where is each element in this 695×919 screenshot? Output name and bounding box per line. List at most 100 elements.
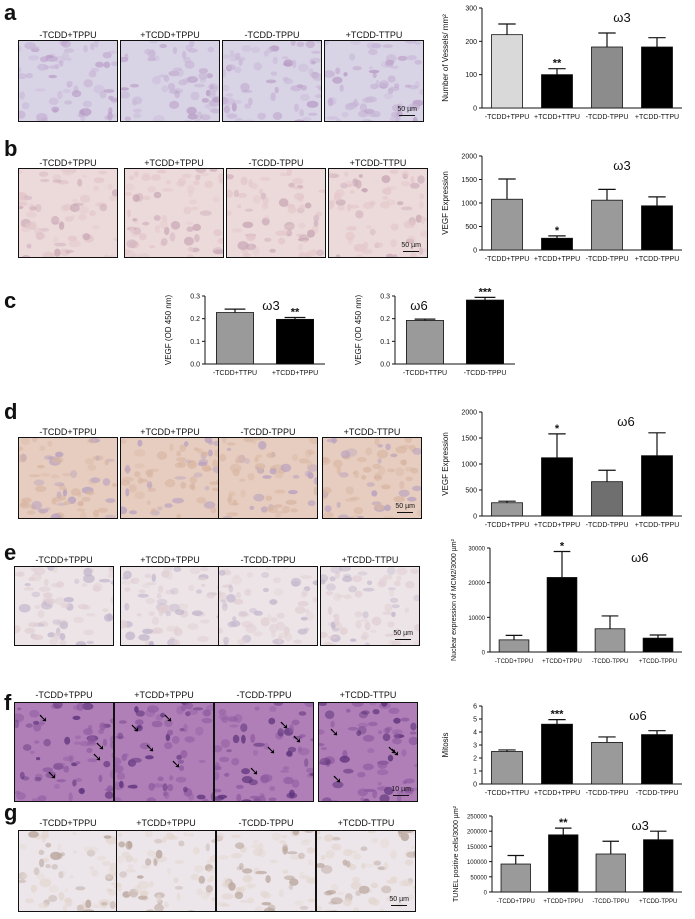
chart-title: ω6 bbox=[410, 298, 427, 313]
micrograph-image: 50 µm bbox=[320, 566, 420, 646]
micrograph-texture bbox=[321, 567, 419, 645]
bar bbox=[541, 237, 573, 251]
y-tick-label: 5 bbox=[473, 717, 477, 724]
micrograph-image bbox=[120, 566, 220, 646]
arrow-marker-icon: ➘ bbox=[390, 745, 400, 759]
y-tick-label: 0.0 bbox=[380, 362, 390, 369]
y-tick-label: 1000 bbox=[461, 201, 477, 208]
micrograph-label: -TCDD+TPPU bbox=[35, 555, 93, 565]
micrograph-image: ➘ ➘ ➘ ➘ 10 µm bbox=[318, 702, 418, 802]
bar bbox=[216, 312, 255, 365]
x-tick-label: -TCDD-TPPU bbox=[586, 256, 629, 263]
micrograph-image bbox=[216, 830, 316, 912]
micrograph-texture bbox=[219, 567, 317, 645]
y-axis-label: Mitosis bbox=[441, 733, 450, 758]
y-tick-label: 0 bbox=[473, 514, 477, 521]
micrograph-label: +TCDD-TTPU bbox=[339, 690, 397, 700]
micrograph-image: ➘ ➘ ➘ ➘ bbox=[14, 702, 114, 802]
micrograph-texture bbox=[217, 831, 315, 911]
micrograph-image: 50 µm bbox=[316, 830, 416, 912]
chart-e-mcm2-expression: 0 10000 20000 30000 Nuclear expression of MC… bbox=[451, 538, 682, 665]
bar bbox=[641, 734, 673, 785]
micrograph-image bbox=[120, 40, 220, 122]
micrograph-label: +TCDD-TTPU bbox=[337, 818, 395, 828]
micrograph-image bbox=[120, 437, 220, 519]
significance-marker: ** bbox=[553, 58, 562, 70]
micrograph-label: +TCDD+TPPU bbox=[140, 427, 200, 437]
micrograph-label: -TCDD-TPPU bbox=[248, 158, 304, 168]
micrograph-label: -TCDD+TPPU bbox=[39, 818, 97, 828]
micrograph-image: ➘ ➘ ➘ ➘ bbox=[114, 702, 214, 802]
y-tick-label: 0.1 bbox=[190, 339, 200, 346]
micrograph-label: +TCDD-TTPU bbox=[349, 158, 407, 168]
y-tick-label: 2 bbox=[473, 756, 477, 763]
y-axis-label: Number of Vessels/ mm² bbox=[441, 14, 450, 102]
y-tick-label: 0 bbox=[473, 782, 477, 789]
micrograph-image bbox=[218, 566, 318, 646]
y-axis-label: VEGF Expression bbox=[441, 432, 450, 496]
micrograph-texture bbox=[317, 831, 415, 911]
x-tick-label: -TCDD+TPPU bbox=[485, 522, 530, 529]
x-tick-label: +TCDD-TPPU bbox=[639, 899, 677, 905]
y-tick-label: 4 bbox=[473, 730, 477, 737]
chart-c-vegf-od-omega6: 0.0 0.1 0.2 0.3 VEGF (OD 450 nm) ω6 -TCDD+TTPU… bbox=[354, 286, 515, 377]
x-tick-label: -TCDD+TPPU bbox=[485, 256, 530, 263]
micrograph-texture bbox=[325, 41, 423, 121]
scale-bar: 50 µm bbox=[397, 106, 417, 116]
bar bbox=[466, 299, 505, 365]
micrograph-texture bbox=[329, 169, 427, 257]
micrograph-texture bbox=[125, 169, 223, 257]
y-tick-label: 0 bbox=[484, 891, 488, 897]
y-tick-label: 500 bbox=[465, 224, 477, 231]
y-tick-label: 200 bbox=[465, 39, 477, 46]
y-tick-label: 0.3 bbox=[380, 294, 390, 301]
scale-bar: 50 µm bbox=[401, 242, 421, 252]
micrograph-texture: ➘➘➘➘ bbox=[215, 703, 313, 801]
x-tick-label: +TCDD+TPPU bbox=[534, 522, 580, 529]
chart-title: ω3 bbox=[262, 298, 279, 313]
significance-marker: *** bbox=[551, 709, 565, 721]
bar bbox=[591, 199, 623, 251]
x-tick-label: -TCDD-TPPU bbox=[586, 114, 629, 121]
chart-g-tunel: 0 50000 100000 150000 200000 250000 TUNEL posi… bbox=[453, 805, 682, 905]
micrograph-texture bbox=[19, 41, 117, 121]
arrow-marker-icon: ➘ bbox=[92, 750, 102, 764]
arrow-marker-icon: ➘ bbox=[145, 741, 155, 755]
y-tick-label: 1500 bbox=[461, 177, 477, 184]
micrograph-texture bbox=[19, 438, 117, 518]
micrograph-label: +TCDD+TPPU bbox=[134, 690, 194, 700]
y-axis-label: VEGF (OD 450 nm) bbox=[164, 295, 173, 366]
micrograph-texture: ➘➘➘➘ bbox=[115, 703, 213, 801]
bar bbox=[591, 481, 623, 517]
y-tick-label: 150000 bbox=[467, 845, 488, 851]
x-tick-label: +TCDD+TPPU bbox=[543, 899, 583, 905]
arrow-marker-icon: ➘ bbox=[329, 725, 339, 739]
significance-marker: * bbox=[555, 225, 560, 237]
micrograph-texture: ➘➘➘➘ bbox=[319, 703, 417, 801]
x-tick-label: +TCDD+TPPU bbox=[272, 370, 318, 377]
bar bbox=[594, 628, 626, 653]
micrograph-image bbox=[222, 40, 322, 122]
y-tick-label: 10000 bbox=[468, 616, 485, 622]
x-tick-label: -TCDD+TTPU bbox=[403, 370, 447, 377]
chart-title: ω6 bbox=[629, 708, 646, 723]
significance-marker: * bbox=[555, 423, 560, 435]
bar bbox=[500, 863, 531, 893]
y-tick-label: 1 bbox=[473, 769, 477, 776]
micrograph-label: -TCDD-TPPU bbox=[244, 30, 300, 40]
x-tick-label: -TCDD-TPPU bbox=[636, 790, 679, 797]
y-tick-label: 0.0 bbox=[190, 362, 200, 369]
x-tick-label: +TCDD-TPPU bbox=[635, 522, 680, 529]
y-tick-label: 0 bbox=[482, 651, 486, 657]
micrograph-image bbox=[18, 830, 118, 912]
y-tick-label: 0.2 bbox=[190, 316, 200, 323]
bar bbox=[406, 320, 445, 365]
bar bbox=[276, 318, 315, 365]
arrow-marker-icon: ➘ bbox=[279, 718, 289, 732]
chart-a-vessels: 0 100 200 300 Number of Vessels/ mm² ω3 -TCDD+… bbox=[441, 6, 682, 121]
arrow-marker-icon: ➘ bbox=[171, 757, 181, 771]
y-tick-label: 1500 bbox=[461, 436, 477, 443]
micrograph-texture bbox=[227, 169, 325, 257]
micrograph-texture bbox=[121, 438, 219, 518]
